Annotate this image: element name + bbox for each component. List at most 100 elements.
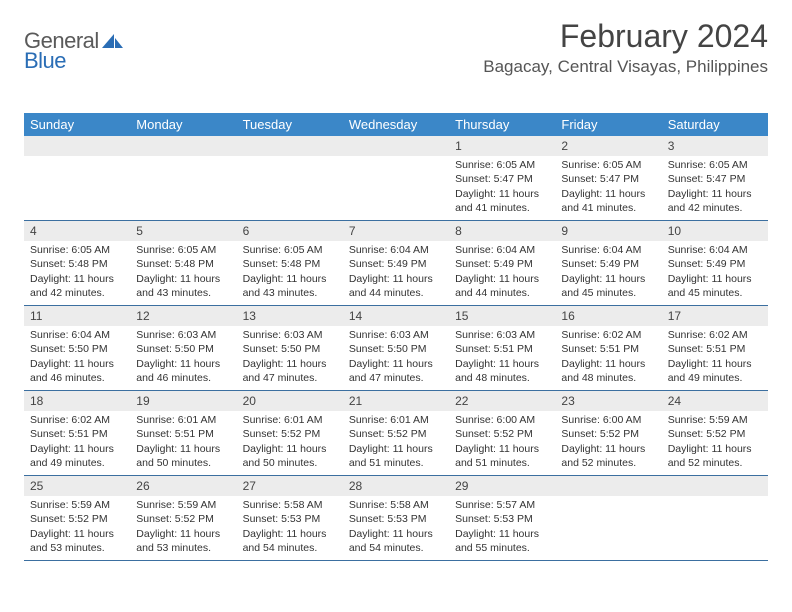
week-row: 11Sunrise: 6:04 AMSunset: 5:50 PMDayligh… [24, 306, 768, 391]
day-number: 9 [555, 221, 661, 241]
month-title: February 2024 [483, 18, 768, 55]
day-number: 8 [449, 221, 555, 241]
day-number [24, 136, 130, 156]
week-row: 18Sunrise: 6:02 AMSunset: 5:51 PMDayligh… [24, 391, 768, 476]
sunset-text: Sunset: 5:49 PM [349, 257, 443, 271]
daylight-text: Daylight: 11 hours and 49 minutes. [30, 442, 124, 470]
day-body: Sunrise: 6:02 AMSunset: 5:51 PMDaylight:… [662, 326, 768, 389]
day-body: Sunrise: 6:03 AMSunset: 5:51 PMDaylight:… [449, 326, 555, 389]
daylight-text: Daylight: 11 hours and 42 minutes. [30, 272, 124, 300]
day-number: 18 [24, 391, 130, 411]
sunrise-text: Sunrise: 6:00 AM [455, 413, 549, 427]
day-cell: 8Sunrise: 6:04 AMSunset: 5:49 PMDaylight… [449, 221, 555, 305]
sunrise-text: Sunrise: 5:58 AM [349, 498, 443, 512]
daylight-text: Daylight: 11 hours and 41 minutes. [455, 187, 549, 215]
day-cell: 13Sunrise: 6:03 AMSunset: 5:50 PMDayligh… [237, 306, 343, 390]
daylight-text: Daylight: 11 hours and 43 minutes. [243, 272, 337, 300]
day-body: Sunrise: 6:05 AMSunset: 5:48 PMDaylight:… [24, 241, 130, 304]
daylight-text: Daylight: 11 hours and 44 minutes. [349, 272, 443, 300]
header: General Blue February 2024 Bagacay, Cent… [24, 18, 768, 77]
sunrise-text: Sunrise: 5:59 AM [30, 498, 124, 512]
day-cell: 23Sunrise: 6:00 AMSunset: 5:52 PMDayligh… [555, 391, 661, 475]
sunrise-text: Sunrise: 6:01 AM [349, 413, 443, 427]
sunset-text: Sunset: 5:52 PM [455, 427, 549, 441]
week-row: 1Sunrise: 6:05 AMSunset: 5:47 PMDaylight… [24, 136, 768, 221]
daylight-text: Daylight: 11 hours and 43 minutes. [136, 272, 230, 300]
day-number: 1 [449, 136, 555, 156]
day-number: 13 [237, 306, 343, 326]
daylight-text: Daylight: 11 hours and 47 minutes. [349, 357, 443, 385]
day-number: 7 [343, 221, 449, 241]
weekday-header: Sunday [24, 113, 130, 136]
daylight-text: Daylight: 11 hours and 54 minutes. [243, 527, 337, 555]
weekday-header: Thursday [449, 113, 555, 136]
day-body: Sunrise: 5:58 AMSunset: 5:53 PMDaylight:… [237, 496, 343, 559]
day-number: 4 [24, 221, 130, 241]
logo: General Blue [24, 28, 124, 54]
weekday-header: Monday [130, 113, 236, 136]
daylight-text: Daylight: 11 hours and 44 minutes. [455, 272, 549, 300]
day-number [130, 136, 236, 156]
daylight-text: Daylight: 11 hours and 45 minutes. [668, 272, 762, 300]
day-number [662, 476, 768, 496]
location-label: Bagacay, Central Visayas, Philippines [483, 57, 768, 77]
day-body: Sunrise: 6:03 AMSunset: 5:50 PMDaylight:… [237, 326, 343, 389]
day-number: 14 [343, 306, 449, 326]
weekday-header: Friday [555, 113, 661, 136]
sunset-text: Sunset: 5:51 PM [455, 342, 549, 356]
day-number: 28 [343, 476, 449, 496]
day-cell: 2Sunrise: 6:05 AMSunset: 5:47 PMDaylight… [555, 136, 661, 220]
sunset-text: Sunset: 5:52 PM [243, 427, 337, 441]
sunset-text: Sunset: 5:52 PM [349, 427, 443, 441]
daylight-text: Daylight: 11 hours and 49 minutes. [668, 357, 762, 385]
day-cell: 19Sunrise: 6:01 AMSunset: 5:51 PMDayligh… [130, 391, 236, 475]
day-cell: 17Sunrise: 6:02 AMSunset: 5:51 PMDayligh… [662, 306, 768, 390]
day-number [237, 136, 343, 156]
daylight-text: Daylight: 11 hours and 45 minutes. [561, 272, 655, 300]
day-body: Sunrise: 6:05 AMSunset: 5:47 PMDaylight:… [449, 156, 555, 219]
daylight-text: Daylight: 11 hours and 41 minutes. [561, 187, 655, 215]
sunrise-text: Sunrise: 6:05 AM [30, 243, 124, 257]
empty-cell [24, 136, 130, 220]
sunrise-text: Sunrise: 6:05 AM [668, 158, 762, 172]
weekday-header: Wednesday [343, 113, 449, 136]
sunrise-text: Sunrise: 6:04 AM [30, 328, 124, 342]
daylight-text: Daylight: 11 hours and 46 minutes. [136, 357, 230, 385]
day-number: 26 [130, 476, 236, 496]
empty-cell [662, 476, 768, 560]
title-block: February 2024 Bagacay, Central Visayas, … [483, 18, 768, 77]
day-number: 3 [662, 136, 768, 156]
day-cell: 26Sunrise: 5:59 AMSunset: 5:52 PMDayligh… [130, 476, 236, 560]
day-body: Sunrise: 6:04 AMSunset: 5:49 PMDaylight:… [662, 241, 768, 304]
sunrise-text: Sunrise: 5:59 AM [668, 413, 762, 427]
empty-cell [130, 136, 236, 220]
sunset-text: Sunset: 5:50 PM [136, 342, 230, 356]
day-number [555, 476, 661, 496]
day-body: Sunrise: 6:01 AMSunset: 5:52 PMDaylight:… [343, 411, 449, 474]
calendar: SundayMondayTuesdayWednesdayThursdayFrid… [24, 113, 768, 561]
daylight-text: Daylight: 11 hours and 42 minutes. [668, 187, 762, 215]
weekday-header-row: SundayMondayTuesdayWednesdayThursdayFrid… [24, 113, 768, 136]
sunset-text: Sunset: 5:48 PM [136, 257, 230, 271]
sunrise-text: Sunrise: 6:03 AM [243, 328, 337, 342]
day-cell: 14Sunrise: 6:03 AMSunset: 5:50 PMDayligh… [343, 306, 449, 390]
day-body: Sunrise: 6:05 AMSunset: 5:48 PMDaylight:… [130, 241, 236, 304]
logo-text-blue: Blue [24, 48, 66, 74]
sunrise-text: Sunrise: 6:03 AM [136, 328, 230, 342]
sunrise-text: Sunrise: 6:05 AM [455, 158, 549, 172]
empty-cell [237, 136, 343, 220]
day-number: 6 [237, 221, 343, 241]
day-cell: 5Sunrise: 6:05 AMSunset: 5:48 PMDaylight… [130, 221, 236, 305]
day-number: 22 [449, 391, 555, 411]
day-number: 23 [555, 391, 661, 411]
daylight-text: Daylight: 11 hours and 50 minutes. [136, 442, 230, 470]
day-cell: 24Sunrise: 5:59 AMSunset: 5:52 PMDayligh… [662, 391, 768, 475]
day-cell: 16Sunrise: 6:02 AMSunset: 5:51 PMDayligh… [555, 306, 661, 390]
calendar-page: General Blue February 2024 Bagacay, Cent… [0, 0, 792, 612]
day-cell: 15Sunrise: 6:03 AMSunset: 5:51 PMDayligh… [449, 306, 555, 390]
day-cell: 20Sunrise: 6:01 AMSunset: 5:52 PMDayligh… [237, 391, 343, 475]
day-cell: 25Sunrise: 5:59 AMSunset: 5:52 PMDayligh… [24, 476, 130, 560]
empty-cell [555, 476, 661, 560]
sunset-text: Sunset: 5:48 PM [30, 257, 124, 271]
day-cell: 11Sunrise: 6:04 AMSunset: 5:50 PMDayligh… [24, 306, 130, 390]
